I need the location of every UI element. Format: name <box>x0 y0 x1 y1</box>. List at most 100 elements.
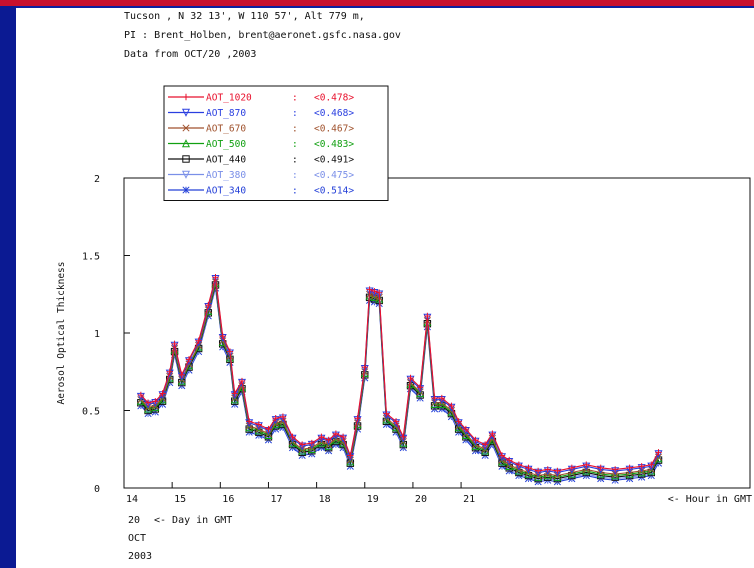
data-point <box>462 425 470 433</box>
data-point <box>137 391 145 399</box>
data-point <box>481 441 489 448</box>
data-point <box>416 384 424 391</box>
legend-series-mean: <0.483> <box>314 139 354 150</box>
series-aot-670 <box>137 278 663 480</box>
data-point <box>354 415 361 422</box>
legend-separator: : <box>292 139 298 150</box>
legend-series-name: AOT_1020 <box>206 93 252 104</box>
x-tick-label: 16 <box>222 494 234 505</box>
legend-series-mean: <0.467> <box>314 124 354 135</box>
data-point <box>347 452 354 459</box>
x-axis-caption: <- Hour in GMT <box>668 494 752 505</box>
x-tick-label: 20 <box>415 494 427 505</box>
data-point <box>238 377 246 385</box>
data-point <box>407 374 414 382</box>
data-point <box>298 441 306 448</box>
data-point <box>626 464 633 472</box>
month-label: OCT <box>128 533 146 544</box>
y-tick-label: 0 <box>94 484 100 495</box>
data-point <box>152 398 159 405</box>
legend-separator: : <box>292 170 298 181</box>
series-line <box>140 277 659 472</box>
data-point <box>219 332 226 340</box>
legend-series-mean: <0.478> <box>314 93 354 104</box>
y-tick-label: 2 <box>94 174 100 185</box>
data-point <box>195 337 202 344</box>
plot-frame <box>123 177 751 489</box>
data-point <box>498 452 506 459</box>
data-point <box>159 390 166 397</box>
data-point <box>638 463 645 470</box>
data-point <box>361 363 368 371</box>
legend-separator: : <box>292 124 298 135</box>
data-point <box>655 449 662 456</box>
y-tick-label: 1 <box>94 329 100 340</box>
legend-series-name: AOT_500 <box>206 139 246 150</box>
data-point <box>185 356 193 363</box>
data-point <box>611 466 619 473</box>
data-point <box>431 394 438 402</box>
day-label: 20 <box>128 515 140 526</box>
series-aot-380 <box>136 282 663 485</box>
data-point <box>144 399 152 406</box>
data-point <box>568 464 576 472</box>
data-point <box>181 139 191 148</box>
legend-series-name: AOT_870 <box>206 108 246 119</box>
y-tick-label: 1.5 <box>82 252 100 263</box>
data-point <box>181 108 191 117</box>
data-point <box>231 390 238 397</box>
x-tick-label: 17 <box>270 494 282 505</box>
data-point <box>212 274 219 281</box>
day-caption: <- Day in GMT <box>154 515 232 526</box>
data-point <box>332 430 340 437</box>
data-point <box>181 170 191 179</box>
data-point <box>178 371 185 379</box>
x-tick-label: 14 <box>126 494 138 505</box>
series-line <box>140 287 659 483</box>
legend-separator: : <box>292 108 298 119</box>
data-point <box>376 289 383 296</box>
year-label: 2003 <box>128 551 152 562</box>
data-point <box>489 430 496 437</box>
legend-separator: : <box>292 155 298 166</box>
data-point <box>383 410 390 417</box>
data-point <box>272 415 279 422</box>
legend-separator: : <box>292 186 298 197</box>
data-point <box>265 425 272 433</box>
pi-header-line: PI : Brent_Holben, brent@aeronet.gsfc.na… <box>124 30 401 41</box>
data-point <box>455 418 462 425</box>
data-point <box>289 433 296 441</box>
data-point <box>371 287 378 295</box>
legend-series-mean: <0.468> <box>314 108 354 119</box>
legend-series-mean: <0.491> <box>314 155 354 166</box>
data-point <box>400 433 407 441</box>
data-point <box>318 433 325 441</box>
data-point <box>525 464 532 472</box>
data-point <box>438 394 446 402</box>
data-point <box>515 461 523 468</box>
series-aot-340 <box>137 284 663 486</box>
legend-series-mean: <0.475> <box>314 170 354 181</box>
data-point <box>166 368 173 375</box>
site-header-line: Tucson , N 32 13', W 110 57', Alt 779 m, <box>124 11 365 22</box>
y-tick-label: 0.5 <box>82 407 100 418</box>
data-point <box>544 466 551 473</box>
data-point <box>534 467 542 475</box>
data-point <box>171 340 178 348</box>
data-point <box>506 456 513 464</box>
data-point <box>325 436 332 444</box>
aot-line-chart: 0 0.5 1 1.5 2 14 15 16 17 18 19 20 21 <- Hour in GMT A… <box>56 85 752 562</box>
title-bar-rule <box>0 0 754 6</box>
x-tick-label: 21 <box>463 494 475 505</box>
y-axis-title: Aerosol Optical Thickness <box>56 262 67 405</box>
data-point <box>182 155 190 163</box>
data-point <box>205 301 212 309</box>
data-point <box>339 433 347 441</box>
aeronet-figure: Tucson , N 32 13', W 110 57', Alt 779 m,… <box>16 8 754 568</box>
data-point <box>182 93 190 101</box>
x-tick-label: 19 <box>367 494 379 505</box>
data-point <box>308 439 315 447</box>
data-point <box>448 402 455 410</box>
slide-left-band <box>0 6 16 568</box>
legend-series-name: AOT_670 <box>206 124 246 135</box>
